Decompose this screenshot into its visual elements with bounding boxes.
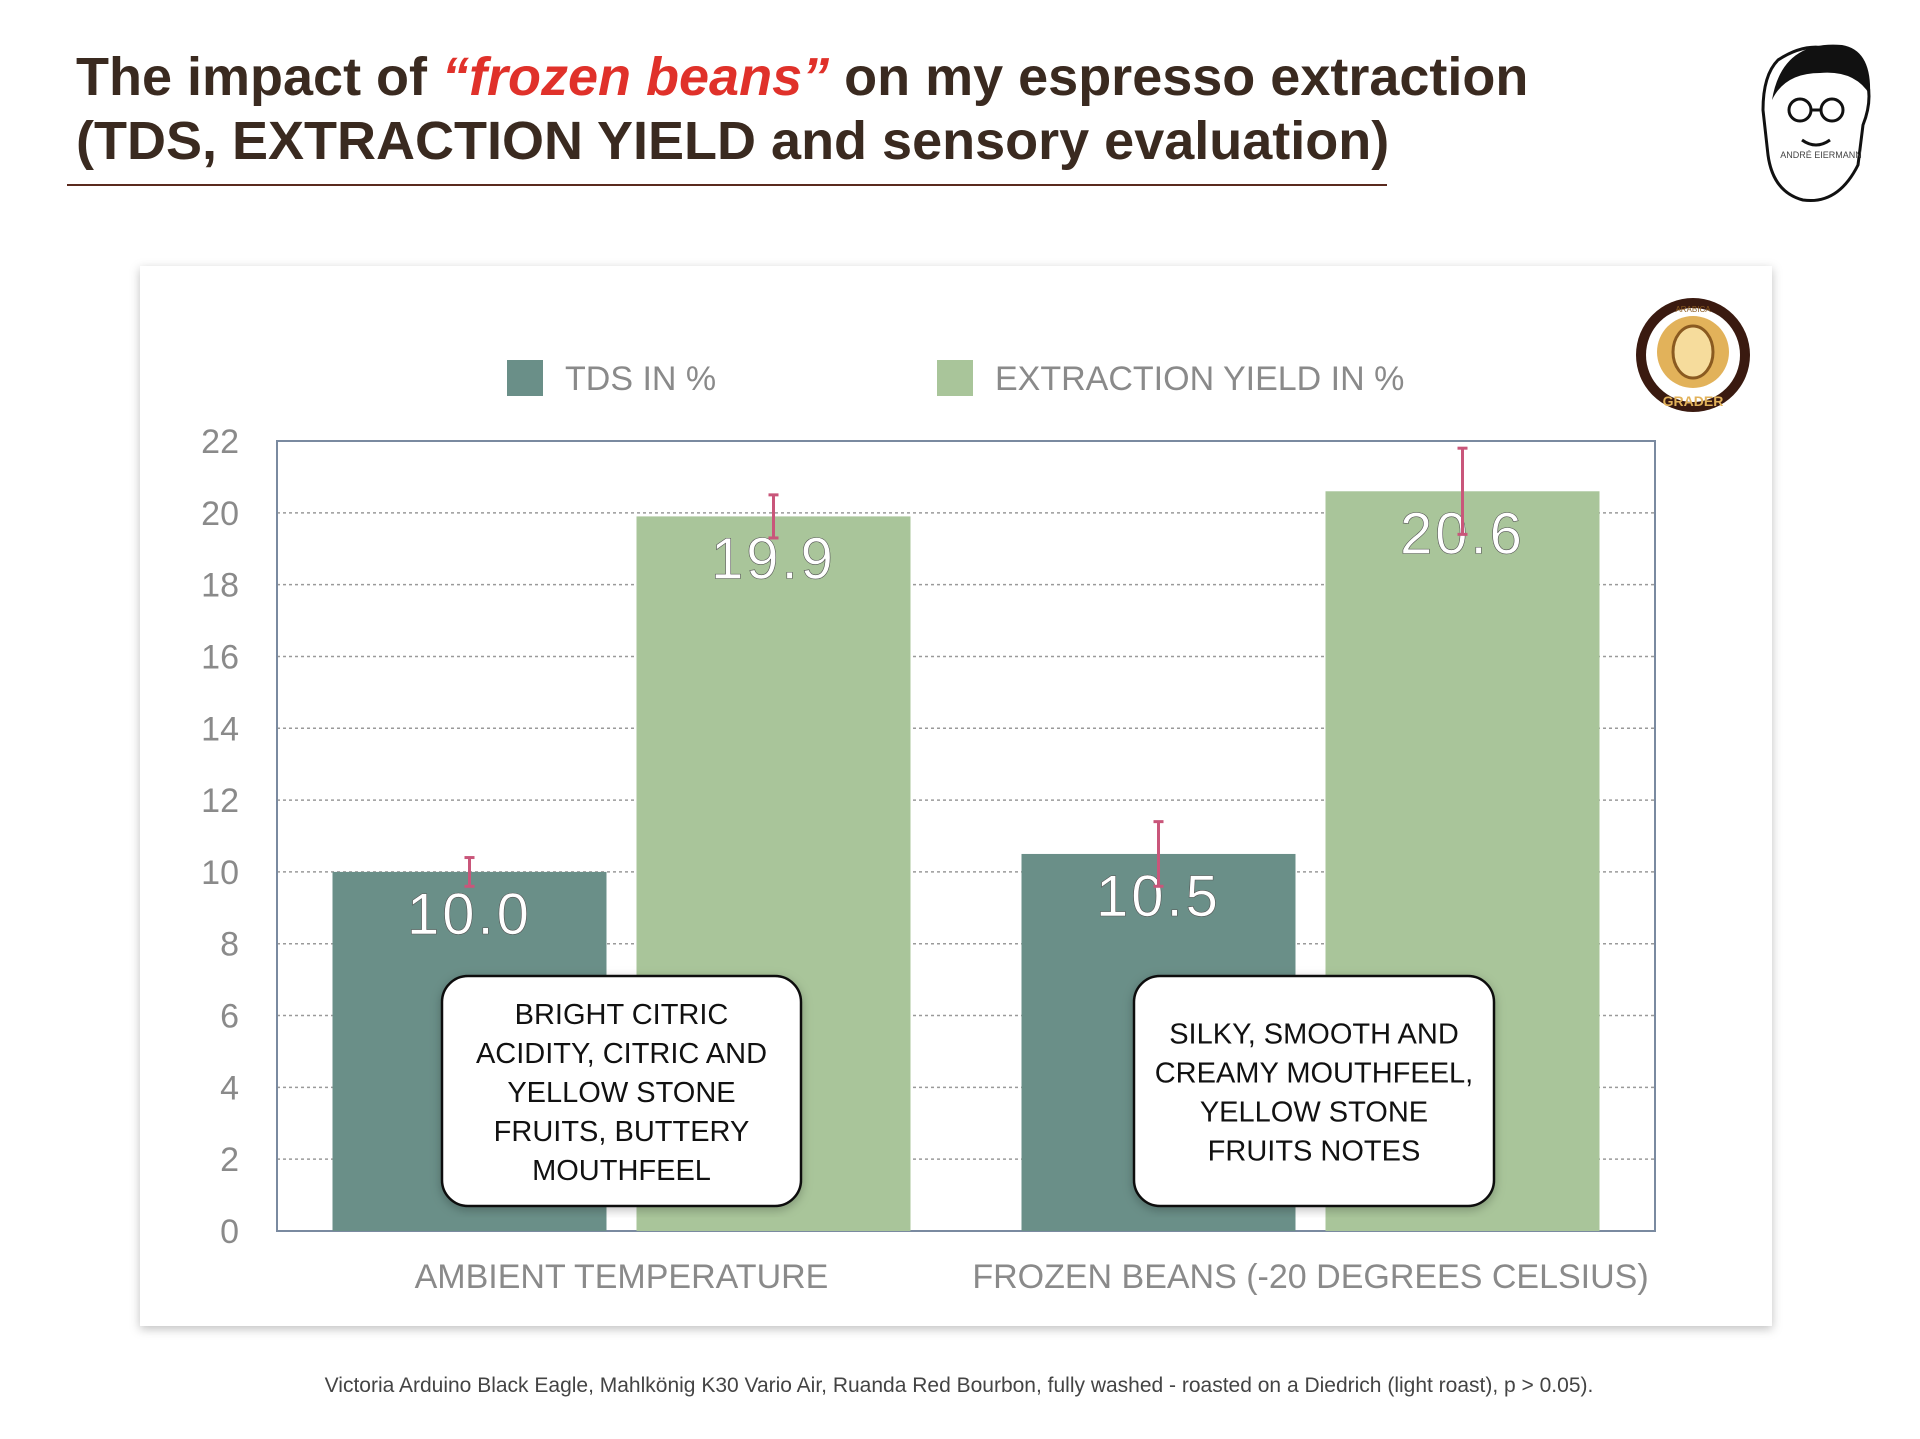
annotation-line: MOUTHFEEL — [532, 1155, 711, 1187]
annotation-line: YELLOW STONE — [507, 1077, 735, 1109]
legend-label: EXTRACTION YIELD IN % — [995, 360, 1404, 398]
x-tick-label: AMBIENT TEMPERATURE — [415, 1258, 829, 1296]
error-bar — [464, 856, 475, 888]
annotation-line: FRUITS NOTES — [1208, 1136, 1421, 1168]
badge-bottom: GRADER — [1663, 393, 1724, 409]
value-label: 10.0 — [407, 882, 532, 947]
annotation-box — [440, 974, 803, 1208]
y-tick-label: 4 — [220, 1069, 239, 1107]
annotation-line: SILKY, SMOOTH AND — [1169, 1019, 1459, 1051]
badge-top: ARABICA — [1675, 305, 1711, 314]
error-bar — [768, 493, 779, 540]
y-tick-label: 2 — [220, 1141, 239, 1179]
grader-badge: ARABICA GRADER — [1636, 298, 1750, 412]
x-tick-label: FROZEN BEANS (-20 DEGREES CELSIUS) — [972, 1258, 1648, 1296]
y-tick-label: 20 — [201, 495, 239, 533]
annotation-line: CREAMY MOUTHFEEL, — [1155, 1058, 1474, 1090]
annotation-line: FRUITS, BUTTERY — [494, 1116, 750, 1148]
annotation-line: YELLOW STONE — [1200, 1097, 1428, 1129]
title-part: on my espresso extraction — [829, 47, 1528, 107]
annotation-line: BRIGHT CITRIC — [515, 999, 729, 1031]
error-bar — [1153, 820, 1164, 888]
y-tick-label: 18 — [201, 567, 239, 605]
y-tick-label: 22 — [201, 423, 239, 461]
annotation-box — [1132, 974, 1496, 1208]
y-tick-label: 14 — [201, 710, 239, 748]
y-tick-label: 16 — [201, 638, 239, 676]
legend-swatch — [937, 360, 973, 396]
author-name: ANDRÉ EIERMANN — [1780, 150, 1862, 160]
annotation-line: ACIDITY, CITRIC AND — [476, 1038, 767, 1070]
error-bar — [1457, 446, 1468, 536]
title-line-2: (TDS, EXTRACTION YIELD and sensory evalu… — [76, 111, 1389, 171]
author-logo: ANDRÉ EIERMANN — [1761, 44, 1871, 203]
title-line-1: The impact of “frozen beans” on my espre… — [76, 47, 1528, 107]
y-tick-label: 6 — [220, 998, 239, 1036]
legend-swatch — [507, 360, 543, 396]
title-part: The impact of — [76, 47, 442, 107]
y-tick-label: 8 — [220, 926, 239, 964]
y-tick-label: 12 — [201, 782, 239, 820]
y-tick-label: 10 — [201, 854, 239, 892]
title-highlight: “frozen beans” — [442, 47, 829, 107]
legend-label: TDS IN % — [565, 360, 716, 398]
plot-frame — [276, 440, 1656, 1232]
y-tick-label: 0 — [220, 1213, 239, 1251]
footnote: Victoria Arduino Black Eagle, Mahlkönig … — [325, 1374, 1594, 1397]
